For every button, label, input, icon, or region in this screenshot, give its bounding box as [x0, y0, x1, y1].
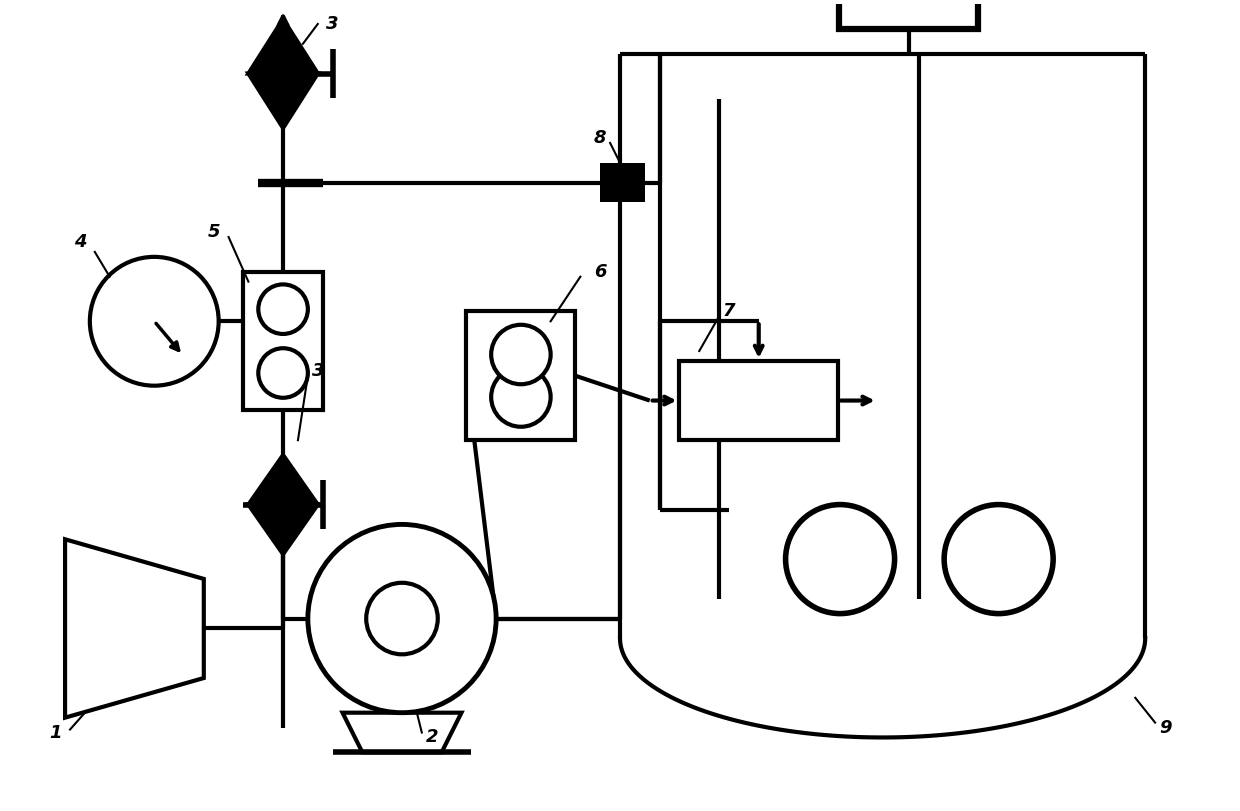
- Circle shape: [258, 285, 308, 334]
- Bar: [243, 272, 322, 410]
- Bar: [466, 311, 575, 440]
- Text: 4: 4: [73, 233, 87, 251]
- Bar: [680, 361, 838, 440]
- Polygon shape: [342, 713, 461, 753]
- Polygon shape: [248, 504, 317, 554]
- Circle shape: [944, 504, 1053, 614]
- Polygon shape: [248, 74, 317, 128]
- Circle shape: [786, 504, 894, 614]
- Circle shape: [308, 525, 496, 713]
- Text: 3: 3: [326, 15, 339, 33]
- Bar: [600, 163, 645, 203]
- Text: 8: 8: [594, 129, 606, 147]
- Circle shape: [258, 348, 308, 397]
- Circle shape: [366, 583, 438, 654]
- Polygon shape: [64, 539, 203, 718]
- Text: 1: 1: [48, 723, 62, 741]
- Bar: [839, 0, 978, 29]
- Polygon shape: [248, 455, 317, 504]
- Text: 7: 7: [723, 303, 735, 320]
- Text: 3: 3: [311, 362, 324, 380]
- Circle shape: [491, 324, 551, 384]
- Text: 6: 6: [594, 263, 606, 281]
- Text: 9: 9: [1158, 719, 1172, 736]
- Circle shape: [89, 257, 218, 386]
- Circle shape: [491, 367, 551, 427]
- Text: 5: 5: [207, 223, 219, 241]
- Text: 2: 2: [425, 728, 438, 746]
- Polygon shape: [248, 19, 317, 74]
